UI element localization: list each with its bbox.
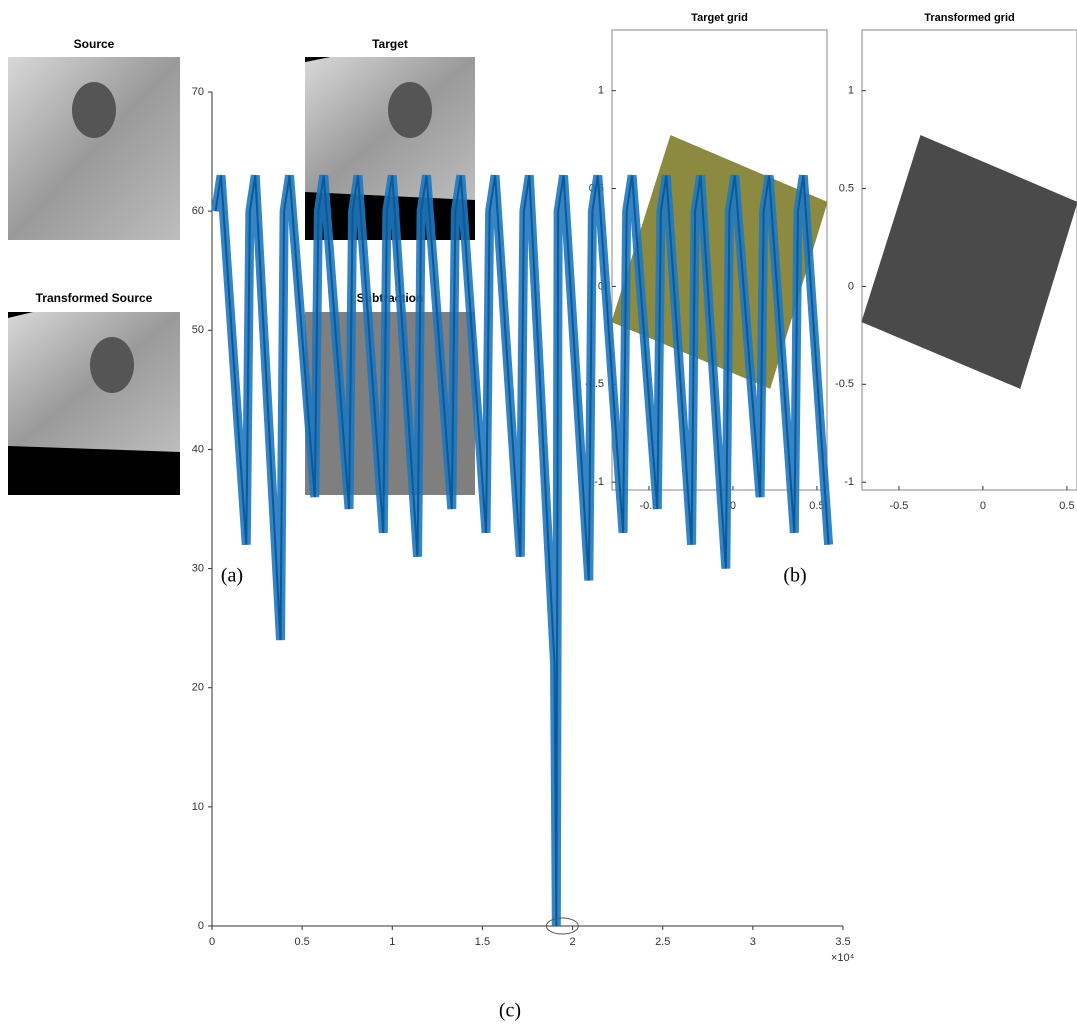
image-face — [388, 82, 432, 138]
panel-label: (a) — [221, 565, 243, 587]
y-tick-label: 1 — [848, 85, 854, 97]
y-tick-label: 60 — [192, 205, 204, 217]
y-tick-label: 30 — [192, 562, 204, 574]
x-tick-label: 0.5 — [1059, 500, 1074, 512]
image-content — [8, 312, 180, 452]
y-tick-label: -0.5 — [835, 378, 854, 390]
x-tick-label: 1.5 — [475, 936, 490, 948]
chart-title: Target grid — [691, 12, 748, 24]
y-tick-label: -1 — [844, 476, 854, 488]
panel-label: (c) — [499, 1000, 521, 1022]
figure: Source Target Transformed Source Subtrac… — [0, 0, 1077, 1028]
x-tick-label: 0.5 — [294, 936, 309, 948]
y-tick-label: -1 — [594, 476, 604, 488]
y-tick-label: 1 — [598, 85, 604, 97]
y-tick-label: 10 — [192, 801, 204, 813]
image-title: Target — [372, 37, 408, 51]
y-tick-label: 0 — [198, 920, 204, 932]
y-tick-label: 40 — [192, 443, 204, 455]
x-tick-label: 3 — [750, 936, 756, 948]
y-tick-label: 70 — [192, 86, 204, 98]
panel-label: (b) — [783, 565, 806, 587]
image-title: Transformed Source — [36, 291, 153, 305]
x-tick-label: 2 — [570, 936, 576, 948]
x-tick-label: 0 — [209, 936, 215, 948]
y-tick-label: 20 — [192, 682, 204, 694]
page: Source Target Transformed Source Subtrac… — [0, 0, 1077, 1028]
y-tick-label: 0.5 — [839, 182, 854, 194]
x-tick-label: -0.5 — [889, 500, 908, 512]
x-tick-label: 2.5 — [655, 936, 670, 948]
x-tick-label: 1 — [389, 936, 395, 948]
image-face — [90, 337, 134, 393]
image-face — [72, 82, 116, 138]
x-tick-label: 0 — [980, 500, 986, 512]
chart-title: Transformed grid — [924, 12, 1014, 24]
x-multiplier: ×10⁴ — [831, 952, 855, 964]
x-tick-label: 3.5 — [835, 936, 850, 948]
y-tick-label: 50 — [192, 324, 204, 336]
grid-surface — [862, 136, 1077, 389]
image-title: Source — [74, 37, 115, 51]
y-tick-label: 0 — [848, 280, 854, 292]
